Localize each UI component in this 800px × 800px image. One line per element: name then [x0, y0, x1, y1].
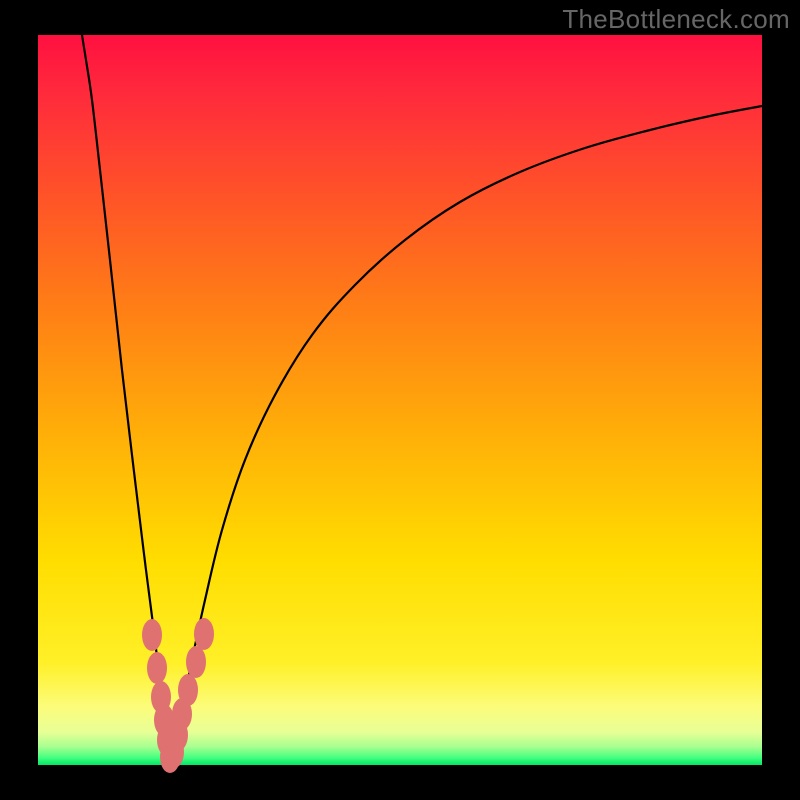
- marker-point: [194, 618, 214, 650]
- marker-point: [142, 619, 162, 651]
- chart-svg: [0, 0, 800, 800]
- marker-point: [186, 646, 206, 678]
- watermark-text: TheBottleneck.com: [562, 4, 790, 35]
- marker-point: [147, 652, 167, 684]
- gradient-background: [38, 35, 762, 765]
- marker-point: [178, 674, 198, 706]
- figure-root: TheBottleneck.com: [0, 0, 800, 800]
